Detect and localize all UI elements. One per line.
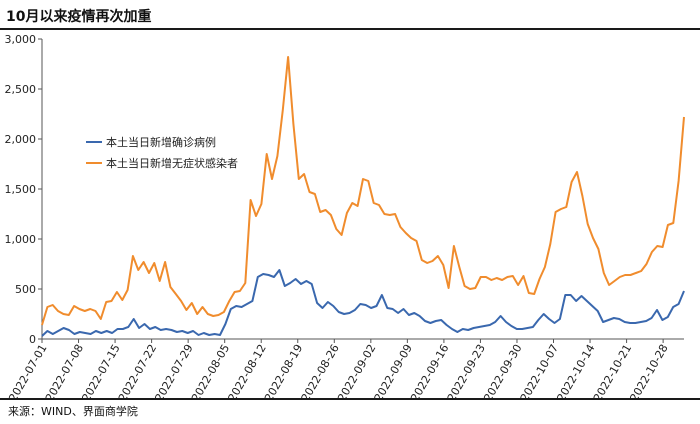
x-tick-label: 2022-07-29 [153, 342, 196, 398]
x-tick-label: 2022-09-02 [335, 342, 378, 398]
y-tick-label: 2,500 [5, 83, 37, 96]
y-tick-label: 1,500 [5, 183, 37, 196]
y-tick-label: 1,000 [5, 233, 37, 246]
chart-title: 10月以来疫情再次加重 [6, 9, 152, 25]
y-tick-label: 2,000 [5, 133, 37, 146]
chart-series [41, 56, 685, 337]
x-tick-label: 2022-10-14 [554, 342, 597, 398]
source-divider [0, 398, 700, 400]
x-tick-label: 2022-08-19 [262, 342, 305, 398]
series-line-1 [41, 269, 685, 337]
x-tick-label: 2022-10-28 [627, 342, 670, 398]
x-tick-label: 2022-07-08 [43, 342, 86, 398]
x-tick-label: 2022-08-12 [226, 342, 269, 398]
x-tick-label: 2022-10-21 [591, 342, 634, 398]
y-tick-label: 3,000 [5, 33, 37, 46]
chart-axes: 05001,0001,5002,0002,5003,0002022-07-012… [5, 33, 684, 398]
source-note: 来源：WIND、界面商学院 [8, 405, 138, 418]
y-tick-label: 0 [29, 333, 36, 346]
x-tick-label: 2022-08-26 [299, 342, 342, 398]
x-tick-label: 2022-09-30 [481, 342, 524, 398]
legend-label-1: 本土当日新增确诊病例 [106, 135, 216, 149]
x-tick-label: 2022-07-22 [116, 342, 159, 398]
x-tick-label: 2022-09-23 [445, 342, 488, 398]
series-line-2 [41, 56, 685, 326]
title-divider [0, 28, 700, 30]
line-chart: 05001,0001,5002,0002,5003,0002022-07-012… [5, 33, 685, 398]
y-tick-label: 500 [15, 283, 36, 296]
x-tick-label: 2022-09-09 [372, 342, 415, 398]
x-tick-label: 2022-10-07 [518, 342, 561, 398]
x-tick-label: 2022-07-01 [6, 342, 49, 398]
x-tick-label: 2022-09-16 [408, 342, 451, 398]
x-tick-label: 2022-08-05 [189, 342, 232, 398]
x-tick-label: 2022-07-15 [79, 342, 122, 398]
legend-label-2: 本土当日新增无症状感染者 [106, 156, 238, 170]
